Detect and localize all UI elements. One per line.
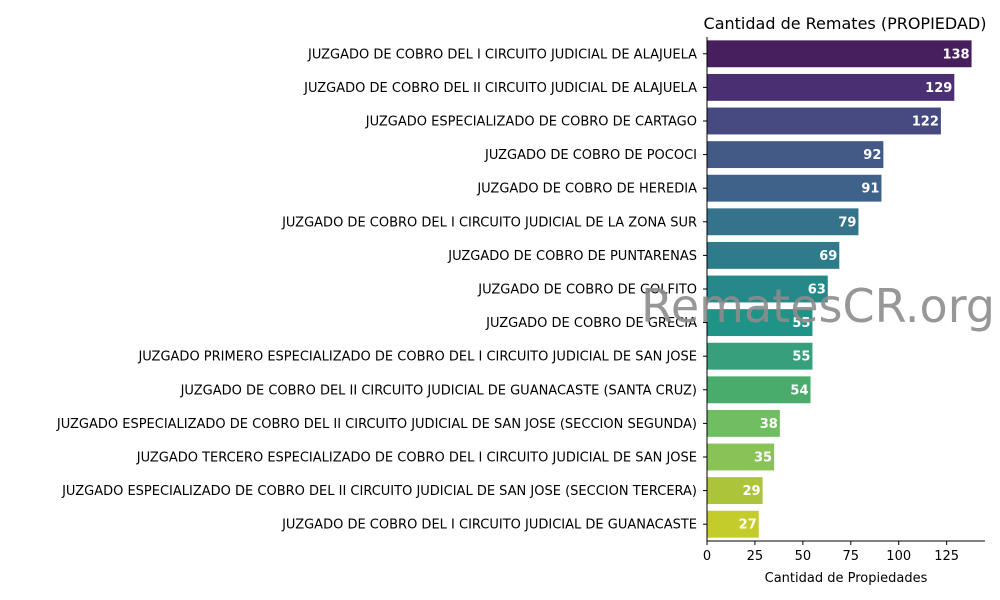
- watermark: RematesCR.org: [641, 279, 995, 333]
- bar-value-label: 122: [912, 115, 939, 130]
- bar-value-label: 55: [792, 316, 810, 331]
- bar: [707, 342, 813, 370]
- bar-value-label: 69: [819, 249, 837, 264]
- y-tick-label: JUZGADO DE COBRO DEL II CIRCUITO JUDICIA…: [180, 383, 697, 398]
- y-tick-label: JUZGADO DE COBRO DE GOLFITO: [477, 283, 697, 298]
- y-tick-label: JUZGADO ESPECIALIZADO DE COBRO DEL II CI…: [61, 484, 697, 499]
- y-tick-label: JUZGADO DE COBRO DEL I CIRCUITO JUDICIAL…: [281, 518, 697, 533]
- y-tick-label: JUZGADO DE COBRO DE PUNTARENAS: [447, 249, 697, 264]
- bar: [707, 40, 972, 68]
- bar: [707, 376, 811, 404]
- bar-value-label: 38: [760, 417, 778, 432]
- bar: [707, 309, 813, 337]
- x-tick-label: 50: [795, 549, 812, 564]
- bar: [707, 477, 763, 505]
- bar-value-label: 63: [808, 283, 826, 298]
- axes-layer: JUZGADO DE COBRO DEL I CIRCUITO JUDICIAL…: [56, 37, 985, 564]
- bar: [707, 443, 775, 471]
- bar-value-label: 129: [925, 81, 952, 96]
- bar-value-label: 138: [942, 47, 969, 62]
- bar: [707, 208, 859, 236]
- x-axis-title: Cantidad de Propiedades: [765, 571, 928, 586]
- y-tick-label: JUZGADO DE COBRO DEL II CIRCUITO JUDICIA…: [303, 81, 697, 96]
- y-tick-label: JUZGADO DE COBRO DE HEREDIA: [476, 182, 697, 197]
- bar-value-label: 55: [792, 350, 810, 365]
- bar: [707, 107, 941, 135]
- bar-value-label: 27: [739, 518, 757, 533]
- bar-value-label: 35: [754, 451, 772, 466]
- y-tick-label: JUZGADO DE COBRO DEL I CIRCUITO JUDICIAL…: [281, 215, 697, 230]
- y-tick-label: JUZGADO DE COBRO DEL I CIRCUITO JUDICIAL…: [307, 47, 697, 62]
- y-tick-label: JUZGADO ESPECIALIZADO DE COBRO DEL II CI…: [56, 417, 697, 432]
- bar: [707, 275, 828, 303]
- bar: [707, 141, 884, 169]
- bar-value-label: 54: [790, 383, 808, 398]
- x-tick-label: 100: [886, 549, 911, 564]
- bar: [707, 510, 759, 538]
- x-tick-label: 0: [703, 549, 711, 564]
- x-tick-label: 125: [934, 549, 959, 564]
- bar-value-label: 91: [861, 182, 879, 197]
- bar-value-label: 79: [838, 215, 856, 230]
- y-tick-label: JUZGADO DE COBRO DE GRECIA: [485, 316, 697, 331]
- bar-value-label: 29: [743, 484, 761, 499]
- x-tick-label: 75: [843, 549, 860, 564]
- bar: [707, 174, 882, 202]
- bar: [707, 73, 955, 101]
- chart-title: Cantidad de Remates (PROPIEDAD): [704, 14, 987, 33]
- x-tick-label: 25: [747, 549, 764, 564]
- y-tick-label: JUZGADO PRIMERO ESPECIALIZADO DE COBRO D…: [137, 350, 697, 365]
- bar: [707, 409, 780, 437]
- y-tick-label: JUZGADO DE COBRO DE POCOCI: [484, 148, 697, 163]
- bar-value-label: 92: [863, 148, 881, 163]
- y-tick-label: JUZGADO TERCERO ESPECIALIZADO DE COBRO D…: [136, 451, 697, 466]
- bars-layer: 138 129 122 92 91 79 69 63 55 55 54 38 35 29 27: [707, 40, 972, 538]
- bar: [707, 241, 840, 269]
- y-tick-label: JUZGADO ESPECIALIZADO DE COBRO DE CARTAG…: [365, 115, 697, 130]
